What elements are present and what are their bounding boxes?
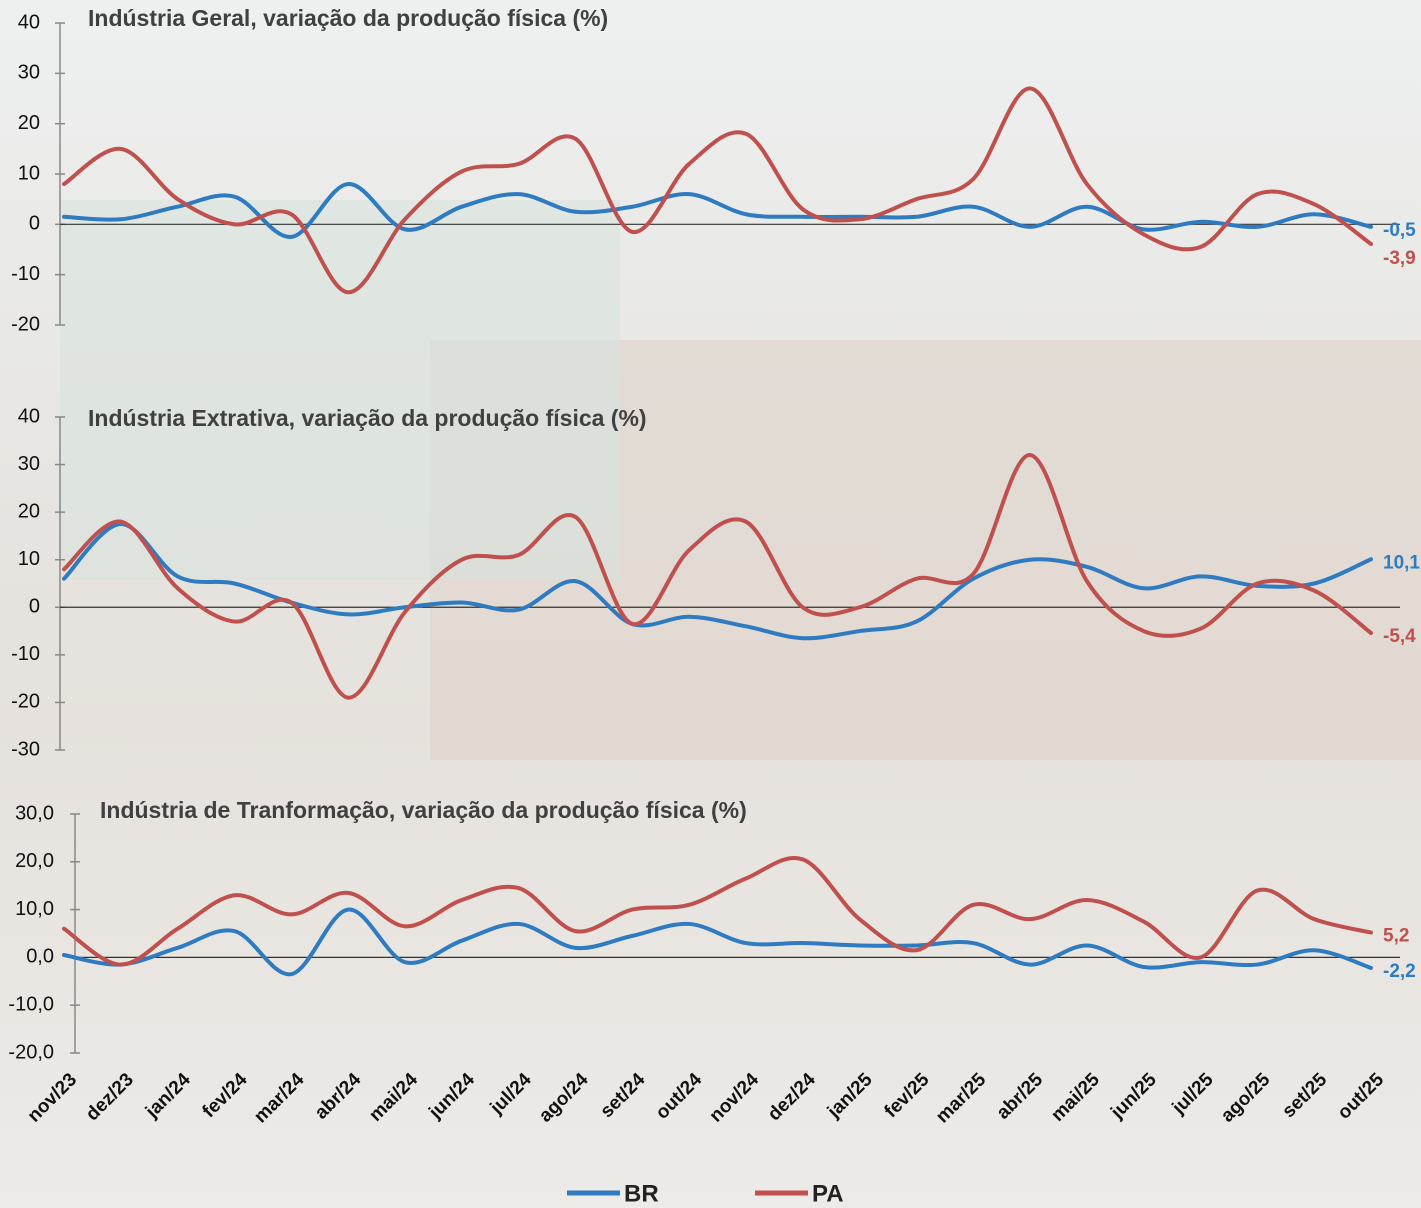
data-label: -3,9 [1383,248,1416,269]
y-tick-label: 40 [18,11,40,33]
y-tick-label: -20 [11,691,40,713]
legend-label: PA [812,1180,844,1207]
series-line [62,522,1373,641]
y-tick-label: 0 [29,596,40,618]
y-tick-label: 40 [18,405,40,427]
legend-label: BR [624,1180,659,1207]
y-tick-label: 0 [29,213,40,235]
data-label: 10,1 [1383,552,1420,573]
y-tick-label: 30 [18,453,40,475]
y-tick-label: -20,0 [8,1041,54,1063]
y-tick-label: -20 [11,313,40,335]
y-tick-label: 0,0 [26,946,54,968]
y-tick-label: -10 [11,263,40,285]
data-label: -5,4 [1383,626,1416,647]
chart-title: Indústria Geral, variação da produção fí… [88,5,608,31]
series-line [62,856,1373,967]
y-tick-label: 30 [18,62,40,84]
series-line [62,182,1373,239]
y-tick-label: 10 [18,548,40,570]
series-line [62,86,1373,295]
y-tick-label: -10,0 [8,993,54,1015]
y-tick-label: -10 [11,643,40,665]
series-line [62,453,1373,700]
y-tick-label: 30,0 [15,802,54,824]
data-label: -2,2 [1383,961,1416,982]
chart-title: Indústria Extrativa, variação da produçã… [88,405,647,431]
chart-title: Indústria de Tranformação, variação da p… [100,797,747,823]
data-label: -0,5 [1383,220,1416,241]
series-line [62,907,1373,977]
background-shape [60,200,620,580]
y-tick-label: 10,0 [15,898,54,920]
y-tick-label: -30 [11,738,40,760]
y-tick-label: 10 [18,162,40,184]
data-label: 5,2 [1383,926,1409,947]
y-tick-label: 20 [18,500,40,522]
y-tick-label: 20,0 [15,850,54,872]
y-tick-label: 20 [18,112,40,134]
